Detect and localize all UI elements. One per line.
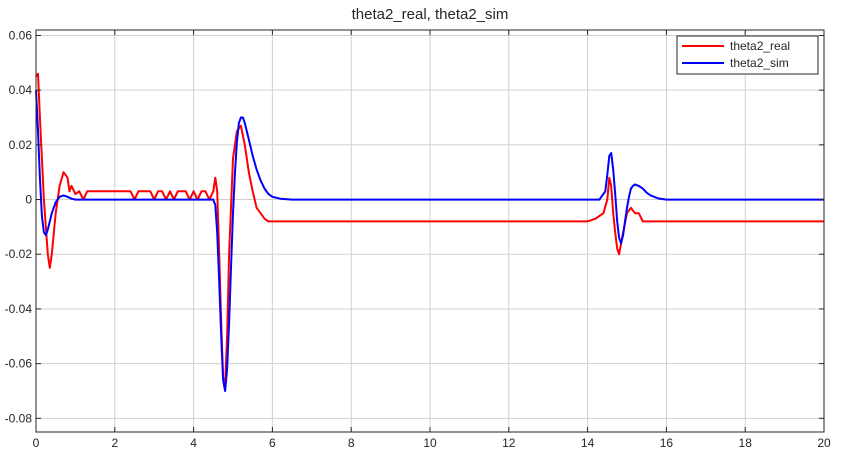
x-tick-label: 8 [348, 436, 355, 450]
y-tick-label: 0.04 [9, 83, 33, 97]
legend-label-theta2-sim: theta2_sim [730, 56, 789, 70]
x-tick-label: 10 [423, 436, 437, 450]
x-axis-ticks: 0 2 4 6 8 10 12 14 16 18 20 [33, 30, 831, 450]
series-lines [35, 72, 824, 392]
legend-box [676, 35, 819, 75]
y-tick-label: 0.06 [9, 28, 33, 42]
x-tick-label: 20 [817, 436, 831, 450]
x-tick-label: 16 [660, 436, 674, 450]
y-tick-label: -0.02 [5, 247, 33, 261]
x-tick-label: 2 [111, 436, 118, 450]
y-tick-label: -0.06 [5, 357, 33, 371]
x-tick-label: 4 [190, 436, 197, 450]
x-tick-label: 18 [739, 436, 753, 450]
x-tick-label: 14 [581, 436, 595, 450]
series-line-theta2-sim [35, 90, 824, 392]
legend: theta2_real theta2_sim [676, 35, 819, 75]
series-line-theta2-real [35, 72, 824, 387]
x-tick-label: 6 [269, 436, 276, 450]
y-tick-label: 0.02 [9, 138, 33, 152]
y-tick-label: 0 [25, 193, 32, 207]
chart-title: theta2_real, theta2_sim [352, 6, 509, 23]
y-axis-ticks: -0.08 -0.06 -0.04 -0.02 0 0.02 0.04 0.06 [5, 28, 824, 425]
y-tick-label: -0.08 [5, 411, 33, 425]
x-tick-label: 12 [502, 436, 516, 450]
y-tick-label: -0.04 [5, 302, 33, 316]
x-tick-label: 0 [33, 436, 40, 450]
legend-label-theta2-real: theta2_real [730, 39, 790, 53]
